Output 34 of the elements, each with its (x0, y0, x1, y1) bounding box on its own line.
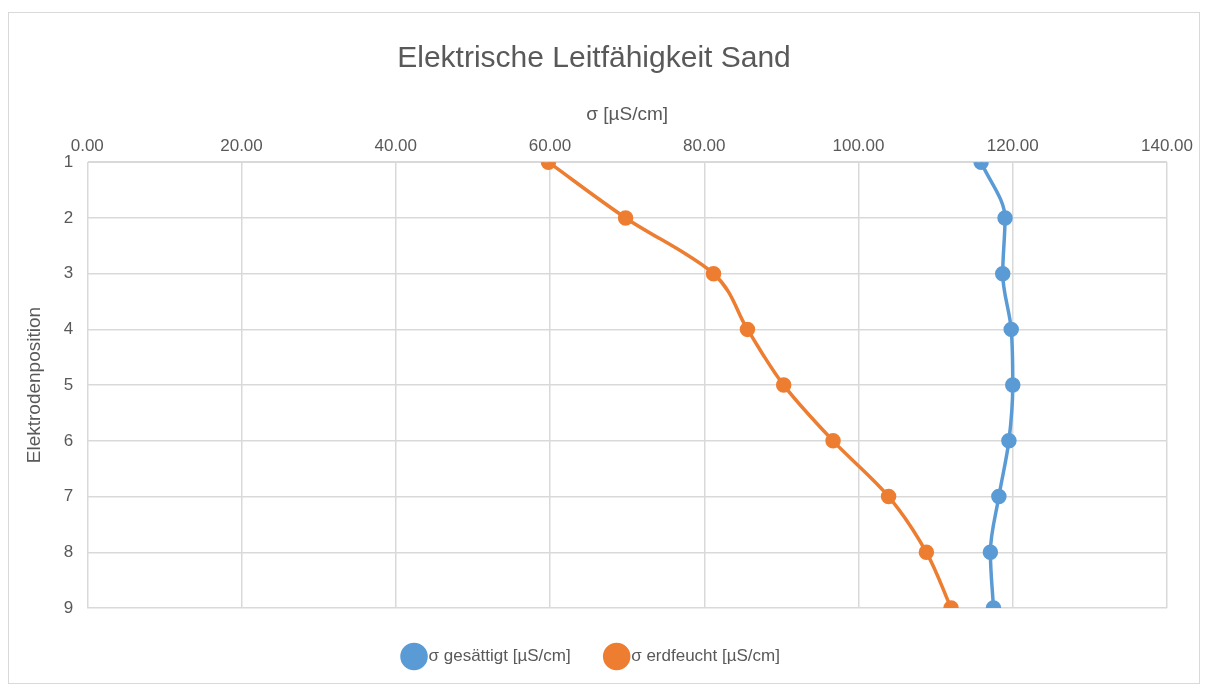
x-tick-label: 20.00 (220, 135, 263, 155)
point (994, 265, 1011, 282)
point (1001, 433, 1017, 449)
point (880, 488, 897, 505)
legend-label: σ gesättigt [µS/cm] (428, 646, 571, 666)
point (1003, 321, 1019, 338)
y-tick-label: 5 (63, 374, 74, 394)
y-tick-label: 6 (63, 430, 74, 450)
point (1005, 377, 1021, 393)
point (991, 488, 1007, 505)
x-tick-label: 40.00 (374, 135, 418, 155)
point (739, 321, 756, 338)
legend-label: σ erdfeucht [µS/cm] (631, 646, 780, 666)
x-tick-label: 60.00 (528, 135, 572, 155)
point (918, 544, 935, 561)
chart-title: Elektrische Leitfähigkeit Sand (397, 40, 791, 74)
point (825, 433, 841, 449)
x-tick-label: 100.00 (832, 135, 885, 155)
x-tick-label: 80.00 (682, 135, 726, 155)
x-tick-label: 120.00 (986, 135, 1039, 155)
x-tick-label: 140.00 (1141, 135, 1193, 155)
y-tick-label: 7 (63, 486, 74, 506)
point (705, 265, 722, 282)
y-tick-label: 9 (63, 597, 74, 617)
point (982, 544, 999, 561)
point (997, 210, 1013, 226)
y-tick-label: 8 (63, 541, 74, 561)
x-axis-title: σ [µS/cm] (586, 102, 669, 124)
point (617, 210, 634, 226)
y-tick-label: 2 (63, 207, 74, 227)
y-tick-label: 3 (63, 263, 74, 283)
point (775, 377, 792, 393)
y-axis-title: Elektrodenposition (22, 306, 44, 464)
y-tick-label: 4 (63, 319, 74, 339)
